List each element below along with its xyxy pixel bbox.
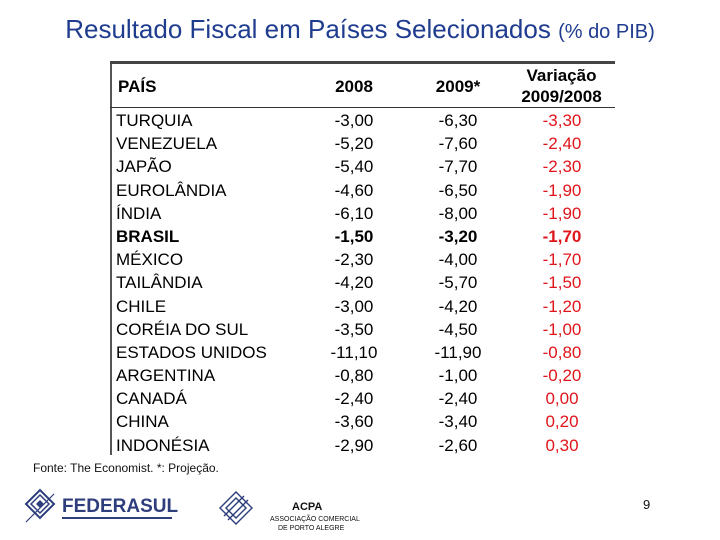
table-header-divider [110, 107, 615, 108]
cell-2009: -3,20 [438, 226, 478, 246]
cell-2009: -6,50 [438, 180, 478, 200]
header-variation: Variação 2009/2008 [508, 65, 615, 107]
cell-country: CORÉIA DO SUL [116, 319, 249, 339]
cell-2009: -6,30 [438, 111, 478, 130]
table-row: TURQUIA -3,00 -6,30 -3,30 [110, 109, 615, 132]
acpa-emblem-icon [219, 491, 253, 525]
cell-2009: -1,00 [438, 366, 478, 386]
table-top-border [110, 61, 615, 64]
federasul-logo: FEDERASUL [24, 488, 179, 523]
table-row: VENEZUELA -5,20 -7,60 -2,40 [110, 132, 615, 155]
cell-2008: -4,60 [334, 180, 374, 200]
table-row: CHINA -3,60 -3,40 0,20 [110, 410, 615, 433]
cell-variation: 0,00 [545, 389, 579, 409]
table-row: CANADÁ -2,40 -2,40 0,00 [110, 387, 615, 410]
cell-variation: -1,00 [542, 319, 582, 339]
cell-variation: -1,70 [542, 226, 582, 246]
cell-2008: -6,10 [334, 203, 374, 223]
cell-2009: -2,40 [438, 389, 478, 409]
cell-variation: -0,80 [542, 342, 582, 362]
cell-2009: -4,00 [438, 250, 478, 270]
page-title: Resultado Fiscal em Países Selecionados … [0, 14, 720, 45]
cell-2008: -3,60 [334, 412, 374, 432]
cell-2009: -4,20 [438, 296, 478, 316]
cell-2008: -5,40 [334, 157, 374, 177]
cell-2009: -8,00 [438, 203, 478, 223]
cell-2008: -1,50 [334, 226, 374, 246]
table-row: CHILE -3,00 -4,20 -1,20 [110, 295, 615, 318]
cell-variation: -3,30 [542, 111, 582, 130]
cell-2009: -5,70 [438, 273, 478, 293]
cell-variation: -1,20 [542, 296, 582, 316]
acpa-name-line1: ASSOCIAÇÃO COMERCIAL [270, 514, 360, 523]
cell-2008: -3,00 [334, 296, 374, 316]
table-row: MÉXICO -2,30 -4,00 -1,70 [110, 248, 615, 271]
table-row: INDONÉSIA -2,90 -2,60 0,30 [110, 434, 615, 457]
acpa-name-line2: DE PORTO ALEGRE [278, 525, 345, 532]
cell-country: CHINA [116, 412, 169, 432]
cell-variation: -1,70 [542, 250, 582, 270]
cell-2009: -7,70 [438, 157, 478, 177]
cell-2009: -4,50 [438, 319, 478, 339]
table-row: CORÉIA DO SUL -3,50 -4,50 -1,00 [110, 318, 615, 341]
cell-variation: 0,30 [545, 435, 579, 455]
federasul-wordmark: FEDERASUL [62, 496, 179, 517]
cell-2009: -2,60 [438, 435, 478, 455]
cell-country: ARGENTINA [116, 366, 216, 386]
title-suffix: (% do PIB) [558, 21, 655, 43]
cell-2008: -3,50 [334, 319, 374, 339]
cell-country: TAILÂNDIA [116, 273, 203, 293]
cell-variation: -1,90 [542, 180, 582, 200]
cell-variation: -0,20 [542, 366, 582, 386]
table-row: ESTADOS UNIDOS -11,10 -11,90 -0,80 [110, 341, 615, 364]
cell-2008: -4,20 [334, 273, 374, 293]
cell-country: EUROLÂNDIA [116, 180, 227, 200]
cell-2009: -11,90 [434, 342, 482, 362]
cell-2008: -2,90 [334, 435, 374, 455]
cell-2008: -2,40 [334, 389, 374, 409]
federasul-emblem-icon [24, 488, 56, 523]
table-row-highlight: BRASIL -1,50 -3,20 -1,70 [110, 225, 615, 248]
cell-country: INDONÉSIA [116, 435, 210, 455]
cell-2008: -0,80 [334, 366, 374, 386]
table-row: EUROLÂNDIA -4,60 -6,50 -1,90 [110, 179, 615, 202]
header-variation-line2: 2009/2008 [521, 87, 602, 106]
fiscal-results-table: PAÍS 2008 2009* Variação 2009/2008 TURQU… [110, 61, 615, 455]
cell-country: ESTADOS UNIDOS [116, 342, 267, 362]
acpa-logo: ACPA ASSOCIAÇÃO COMERCIAL DE PORTO ALEGR… [219, 491, 360, 532]
cell-country: TURQUIA [116, 111, 193, 130]
source-note: Fonte: The Economist. *: Projeção. [33, 461, 219, 475]
title-main: Resultado Fiscal em Países Selecionados [65, 14, 551, 44]
header-country: PAÍS [118, 77, 157, 96]
cell-variation: -2,40 [542, 134, 582, 154]
table-left-border [110, 61, 112, 455]
cell-country: BRASIL [116, 226, 180, 246]
cell-2009: -7,60 [438, 134, 478, 154]
header-variation-line1: Variação [526, 66, 597, 85]
cell-2009: -3,40 [438, 412, 478, 432]
cell-2008: -5,20 [334, 134, 374, 154]
cell-country: ÍNDIA [116, 203, 162, 223]
header-2009: 2009* [435, 77, 481, 96]
acpa-wordmark: ACPA [292, 501, 322, 513]
cell-2008: -2,30 [334, 250, 374, 270]
cell-2008: -11,10 [330, 342, 378, 362]
cell-variation: -1,50 [542, 273, 582, 293]
cell-country: CHILE [116, 296, 167, 316]
cell-country: CANADÁ [116, 389, 187, 409]
table-row: TAILÂNDIA -4,20 -5,70 -1,50 [110, 271, 615, 294]
table-row: JAPÃO -5,40 -7,70 -2,30 [110, 155, 615, 178]
table-row: ARGENTINA -0,80 -1,00 -0,20 [110, 364, 615, 387]
page-number: 9 [643, 497, 651, 512]
cell-country: JAPÃO [116, 157, 172, 177]
cell-variation: -2,30 [542, 157, 582, 177]
cell-variation: 0,20 [545, 412, 579, 432]
cell-variation: -1,90 [542, 203, 582, 223]
table-body: TURQUIA -3,00 -6,30 -3,30 VENEZUELA -5,2… [110, 109, 615, 457]
table-row: ÍNDIA -6,10 -8,00 -1,90 [110, 202, 615, 225]
cell-country: MÉXICO [116, 250, 184, 270]
cell-country: VENEZUELA [116, 134, 218, 154]
cell-2008: -3,00 [334, 111, 374, 130]
header-2008: 2008 [335, 77, 373, 96]
